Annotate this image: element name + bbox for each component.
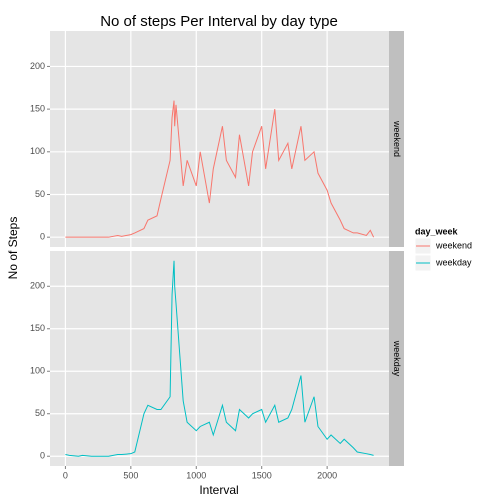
x-tick-label: 1500 [252, 470, 272, 480]
x-tick-label: 1000 [186, 470, 206, 480]
data-line [65, 260, 374, 457]
legend-label: weekend [435, 240, 472, 250]
chart-title: No of steps Per Interval by day type [100, 13, 338, 30]
y-tick-label: 0 [40, 451, 45, 461]
y-tick-label: 50 [35, 408, 45, 418]
facet-strip [389, 251, 404, 466]
y-tick-label: 50 [35, 189, 45, 199]
y-tick-label: 100 [30, 146, 45, 156]
x-tick-label: 0 [63, 470, 68, 480]
x-tick-label: 2000 [317, 470, 337, 480]
y-tick-label: 200 [30, 61, 45, 71]
facet-label: weekday [392, 340, 402, 377]
y-tick-label: 200 [30, 281, 45, 291]
data-line [65, 100, 375, 238]
x-axis-label: Interval [199, 483, 238, 497]
panel-background [50, 251, 389, 466]
facet-strip [389, 31, 404, 247]
y-tick-label: 0 [40, 232, 45, 242]
y-tick-label: 150 [30, 323, 45, 333]
y-tick-label: 150 [30, 103, 45, 113]
x-tick-label: 500 [123, 470, 138, 480]
legend-title: day_week [415, 226, 459, 236]
y-axis-label: No of Steps [6, 217, 20, 280]
legend-label: weekday [435, 257, 472, 267]
facet-label: weekend [392, 120, 402, 157]
y-tick-label: 100 [30, 366, 45, 376]
